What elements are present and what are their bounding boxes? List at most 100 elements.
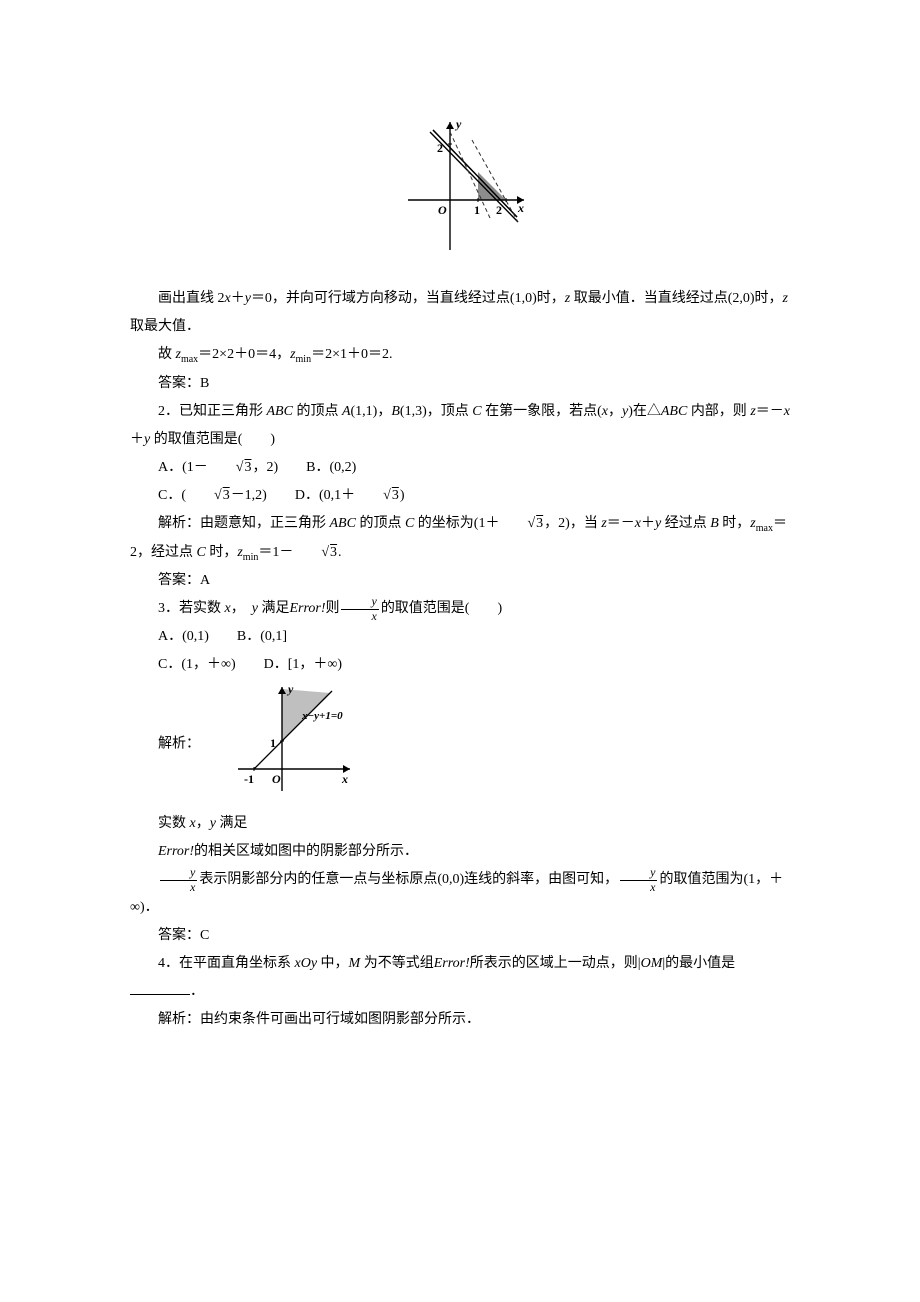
var-a: A bbox=[342, 404, 351, 419]
text: )在△ bbox=[628, 404, 661, 419]
q3-solution-2: Error!的相关区域如图中的阴影部分所示． bbox=[130, 838, 790, 866]
text: . bbox=[338, 545, 342, 560]
svg-text:2: 2 bbox=[437, 141, 443, 155]
frac-num: y bbox=[190, 865, 195, 879]
text: 的顶点 bbox=[356, 516, 405, 531]
frac-num: y bbox=[650, 865, 655, 879]
question-4: 4．在平面直角坐标系 xOy 中，M 为不等式组Error!所表示的区域上一动点… bbox=[130, 950, 790, 1006]
var-abc: ABC bbox=[267, 404, 293, 419]
error-text: Error! bbox=[289, 601, 325, 616]
text: ＝－ bbox=[607, 516, 635, 531]
svg-text:O: O bbox=[272, 772, 281, 786]
text: 满足 bbox=[216, 816, 248, 831]
text: ＋ bbox=[130, 432, 144, 447]
q2-solution: 解析：由题意知，正三角形 ABC 的顶点 C 的坐标为(1＋√3，2)，当 z＝… bbox=[130, 510, 790, 568]
error-text: Error! bbox=[158, 844, 194, 859]
frac-den: x bbox=[190, 880, 195, 894]
text: 内部，则 bbox=[687, 404, 750, 419]
text: 故 bbox=[158, 347, 176, 362]
text: (1,1)， bbox=[351, 404, 392, 419]
text: 画出直线 2 bbox=[158, 291, 225, 306]
sub-min: min bbox=[243, 551, 259, 562]
text: ． bbox=[190, 984, 204, 999]
figure-2-container: -1 1 O x y x−y+1=0 bbox=[200, 679, 358, 810]
text: |的最小值是 bbox=[662, 956, 735, 971]
text: ， bbox=[608, 404, 622, 419]
text: 的坐标为(1＋ bbox=[414, 516, 499, 531]
sqrt-3: √3 bbox=[208, 454, 253, 482]
var-om: OM bbox=[641, 956, 663, 971]
sqrt-3: √3 bbox=[186, 482, 231, 510]
q2-answer: 答案：A bbox=[130, 567, 790, 595]
svg-text:x: x bbox=[341, 772, 348, 786]
text: 在第一象限，若点( bbox=[482, 404, 602, 419]
sub-max: max bbox=[756, 523, 773, 534]
q3-solution-3: yx表示阴影部分内的任意一点与坐标原点(0,0)连线的斜率，由图可知，yx的取值… bbox=[130, 866, 790, 922]
text: ＝2×1＋0＝2. bbox=[311, 347, 392, 362]
svg-text:y: y bbox=[286, 682, 294, 696]
fill-blank bbox=[130, 994, 190, 995]
svg-text:1: 1 bbox=[474, 203, 480, 217]
text: ＝0，并向可行域方向移动，当直线经过点(1,0)时， bbox=[251, 291, 565, 306]
text: ， bbox=[196, 816, 210, 831]
figure-1-container: O 1 2 2 y x bbox=[130, 110, 790, 271]
text: ＝1－ bbox=[258, 545, 293, 560]
fraction-y-over-x: yx bbox=[160, 866, 197, 893]
q3-option-c: C．(1，＋∞) D．[1，＋∞) bbox=[130, 651, 790, 679]
text: 实数 bbox=[158, 816, 190, 831]
text: 经过点 bbox=[661, 516, 710, 531]
text: 取最大值． bbox=[130, 319, 200, 334]
var-abc: ABC bbox=[661, 404, 687, 419]
text: ＝2×2＋0＝4， bbox=[198, 347, 290, 362]
var-c: C bbox=[197, 545, 206, 560]
text: 时， bbox=[719, 516, 751, 531]
text: 所表示的区域上一动点，则| bbox=[470, 956, 641, 971]
q3-solution-head: 解析： -1 1 O x y x−y+1=0 bbox=[130, 679, 790, 810]
svg-text:1: 1 bbox=[270, 736, 276, 750]
frac-den: x bbox=[650, 880, 655, 894]
sqrt-3: √3 bbox=[499, 510, 544, 538]
text: 的顶点 bbox=[293, 404, 342, 419]
svg-text:x: x bbox=[517, 201, 524, 215]
sqrt-3: √3 bbox=[293, 539, 338, 567]
fraction-y-over-x: yx bbox=[341, 595, 378, 622]
svg-text:2: 2 bbox=[496, 203, 502, 217]
page: O 1 2 2 y x 画出直线 2 x ＋ y ＝0，并向可行域方向移动，当直线经过点… bbox=[0, 0, 920, 1302]
text: 则 bbox=[325, 601, 339, 616]
text: ＋ bbox=[641, 516, 655, 531]
text: 4．在平面直角坐标系 bbox=[158, 956, 295, 971]
q2-option-c: C．(√3－1,2) D．(0,1＋√3) bbox=[130, 482, 790, 510]
q3-option-a: A．(0,1) B．(0,1] bbox=[130, 623, 790, 651]
var-c: C bbox=[472, 404, 481, 419]
text: ，2)，当 bbox=[544, 516, 601, 531]
frac-num: y bbox=[371, 594, 376, 608]
var-m: M bbox=[349, 956, 361, 971]
text: 解析：由题意知，正三角形 bbox=[158, 516, 330, 531]
sqrt-3: √3 bbox=[355, 482, 400, 510]
question-3: 3．若实数 x， y 满足Error!则yx的取值范围是( ) bbox=[130, 595, 790, 623]
text: ，2) B．(0,2) bbox=[252, 460, 356, 475]
q2-option-a: A．(1－√3，2) B．(0,2) bbox=[130, 454, 790, 482]
text: 2．已知正三角形 bbox=[158, 404, 267, 419]
text: ＋ bbox=[231, 291, 245, 306]
svg-text:O: O bbox=[438, 203, 447, 217]
text: 为不等式组 bbox=[360, 956, 434, 971]
text: 解析： bbox=[158, 737, 200, 752]
answer-1: 答案：B bbox=[130, 370, 790, 398]
text: A．(1－ bbox=[158, 460, 208, 475]
paragraph-2: 故 zmax＝2×2＋0＝4，zmin＝2×1＋0＝2. bbox=[130, 341, 790, 370]
var-b: B bbox=[391, 404, 400, 419]
svg-text:y: y bbox=[454, 117, 462, 131]
text: 的相关区域如图中的阴影部分所示． bbox=[194, 844, 418, 859]
text: ， bbox=[231, 601, 252, 616]
svg-text:x−y+1=0: x−y+1=0 bbox=[301, 710, 343, 722]
text: (1,3)，顶点 bbox=[400, 404, 472, 419]
sub-max: max bbox=[181, 354, 198, 365]
var-x: x bbox=[784, 404, 790, 419]
var-xoy: xOy bbox=[295, 956, 318, 971]
var-b: B bbox=[710, 516, 719, 531]
text: 的取值范围是( ) bbox=[381, 601, 502, 616]
q4-solution: 解析：由约束条件可画出可行域如图阴影部分所示． bbox=[130, 1006, 790, 1034]
figure-2: -1 1 O x y x−y+1=0 bbox=[228, 679, 358, 799]
var-z: z bbox=[783, 291, 788, 306]
